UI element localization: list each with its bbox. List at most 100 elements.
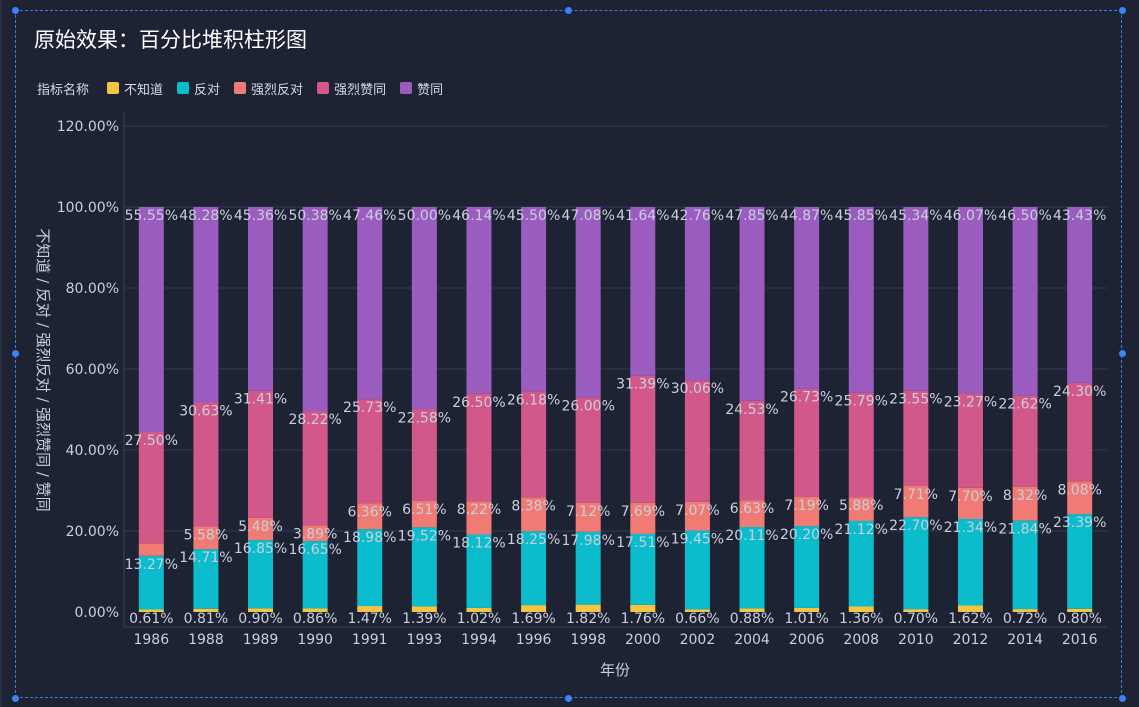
bar-segment-0-14 bbox=[903, 609, 929, 612]
data-label-3-12: 26.73% bbox=[780, 390, 833, 406]
bar-segment-1-3 bbox=[302, 541, 328, 609]
bar-segment-1-4 bbox=[357, 529, 383, 607]
x-tick-label-15: 2012 bbox=[953, 632, 989, 648]
bar-segment-0-5 bbox=[411, 606, 437, 612]
bar-segment-0-4 bbox=[357, 606, 383, 612]
data-label-1-1: 14.71% bbox=[179, 550, 232, 566]
data-label-2-17: 8.08% bbox=[1057, 482, 1101, 498]
data-label-0-8: 1.82% bbox=[566, 611, 610, 627]
bar-segment-4-15 bbox=[957, 207, 983, 394]
data-label-3-1: 30.63% bbox=[179, 404, 232, 420]
x-tick-label-17: 2016 bbox=[1062, 632, 1098, 648]
data-label-0-0: 0.61% bbox=[129, 611, 173, 627]
data-label-4-5: 50.00% bbox=[398, 208, 451, 224]
x-tick-label-4: 1991 bbox=[352, 632, 388, 648]
legend-item-3[interactable]: 强烈赞同 bbox=[317, 79, 386, 98]
legend-item-4[interactable]: 赞同 bbox=[400, 79, 443, 98]
bar-segment-3-13 bbox=[848, 392, 874, 498]
data-label-3-6: 26.50% bbox=[452, 395, 505, 411]
bar-segment-3-17 bbox=[1067, 382, 1093, 482]
legend-swatch-0 bbox=[107, 82, 120, 94]
x-tick-label-3: 1990 bbox=[297, 632, 333, 648]
legend-label-2: 强烈反对 bbox=[251, 82, 304, 98]
data-label-2-4: 6.36% bbox=[348, 504, 392, 520]
data-label-2-12: 7.19% bbox=[784, 498, 828, 514]
bar-segment-0-16 bbox=[1012, 609, 1038, 612]
data-label-2-14: 7.71% bbox=[894, 487, 938, 503]
bar-segment-1-7 bbox=[521, 531, 547, 606]
bar-segment-2-11 bbox=[739, 500, 765, 527]
bar-segment-4-6 bbox=[466, 207, 492, 394]
resize-handle-top-right[interactable] bbox=[1119, 7, 1126, 14]
data-label-1-17: 23.39% bbox=[1053, 515, 1106, 531]
data-label-0-2: 0.90% bbox=[238, 611, 282, 627]
bar-segment-2-7 bbox=[521, 497, 547, 532]
data-label-0-10: 0.66% bbox=[675, 611, 719, 627]
data-label-4-12: 44.87% bbox=[780, 208, 833, 224]
resize-handle-top-center[interactable] bbox=[565, 7, 572, 14]
data-label-0-7: 1.69% bbox=[511, 611, 555, 627]
bar-segment-4-9 bbox=[630, 207, 656, 376]
data-label-4-10: 42.76% bbox=[671, 208, 724, 224]
resize-handle-mid-left[interactable] bbox=[12, 350, 19, 357]
data-label-0-15: 1.62% bbox=[948, 611, 992, 627]
data-label-1-2: 16.85% bbox=[234, 541, 287, 557]
x-tick-label-11: 2004 bbox=[734, 632, 770, 648]
data-label-3-9: 31.39% bbox=[616, 377, 669, 393]
bar-segment-4-10 bbox=[684, 207, 710, 381]
bar-segment-3-3 bbox=[302, 411, 328, 526]
legend-label-0: 不知道 bbox=[124, 82, 164, 98]
x-tick-label-16: 2014 bbox=[1007, 632, 1043, 648]
bar-segment-0-11 bbox=[739, 608, 765, 612]
resize-handle-bottom-right[interactable] bbox=[1119, 695, 1126, 702]
bar-segment-4-16 bbox=[1012, 207, 1038, 396]
bar-segment-4-14 bbox=[903, 207, 929, 391]
data-label-1-14: 22.70% bbox=[889, 518, 942, 534]
bar-segment-2-14 bbox=[903, 486, 929, 518]
data-label-1-13: 21.12% bbox=[835, 522, 888, 538]
bar-segment-3-0 bbox=[138, 431, 164, 544]
bar-segment-0-2 bbox=[248, 608, 274, 612]
data-label-2-5: 6.51% bbox=[402, 502, 446, 518]
data-label-1-5: 19.52% bbox=[398, 528, 451, 544]
data-label-3-11: 24.53% bbox=[725, 402, 778, 418]
data-label-1-7: 18.25% bbox=[507, 532, 560, 548]
y-axis-title: 不知道 / 反对 / 强烈反对 / 强烈赞同 / 赞同 bbox=[34, 228, 52, 511]
data-label-3-2: 31.41% bbox=[234, 392, 287, 408]
x-tick-label-10: 2002 bbox=[680, 632, 716, 648]
resize-handle-bottom-left[interactable] bbox=[12, 695, 19, 702]
bar-segment-4-13 bbox=[848, 207, 874, 393]
bar-segment-4-4 bbox=[357, 207, 383, 400]
bar-segment-0-17 bbox=[1067, 608, 1093, 612]
bar-segment-1-0 bbox=[138, 555, 164, 610]
bar-segment-0-9 bbox=[630, 604, 656, 612]
data-label-3-7: 26.18% bbox=[507, 392, 560, 408]
resize-handle-top-left[interactable] bbox=[12, 7, 19, 14]
bar-segment-1-8 bbox=[575, 531, 601, 605]
data-label-3-16: 22.62% bbox=[998, 396, 1051, 412]
data-label-4-3: 50.38% bbox=[288, 208, 341, 224]
bar-segment-2-9 bbox=[630, 502, 656, 534]
bar-segment-2-15 bbox=[957, 487, 983, 520]
y-tick-label-4: 80.00% bbox=[66, 281, 119, 297]
data-label-3-8: 26.00% bbox=[561, 399, 614, 415]
data-label-2-15: 7.70% bbox=[948, 489, 992, 505]
bar-segment-0-15 bbox=[957, 605, 983, 612]
legend-item-0[interactable]: 不知道 bbox=[107, 79, 163, 98]
legend-item-2[interactable]: 强烈反对 bbox=[234, 79, 303, 98]
bar-segment-3-14 bbox=[903, 390, 929, 487]
data-label-1-16: 21.84% bbox=[998, 522, 1051, 538]
data-label-2-8: 7.12% bbox=[566, 504, 610, 520]
data-label-0-13: 1.36% bbox=[839, 611, 883, 627]
legend-item-1[interactable]: 反对 bbox=[177, 79, 220, 98]
legend-swatch-4 bbox=[400, 82, 413, 94]
data-label-2-11: 6.63% bbox=[730, 501, 774, 517]
data-label-2-3: 3.89% bbox=[293, 526, 337, 542]
data-label-0-6: 1.02% bbox=[457, 611, 501, 627]
bar-segment-2-6 bbox=[466, 501, 492, 535]
data-label-2-10: 7.07% bbox=[675, 503, 719, 519]
bar-segment-0-3 bbox=[302, 608, 328, 612]
legend-swatch-3 bbox=[317, 82, 330, 94]
resize-handle-mid-right[interactable] bbox=[1119, 350, 1126, 357]
resize-handle-bottom-center[interactable] bbox=[565, 695, 572, 702]
